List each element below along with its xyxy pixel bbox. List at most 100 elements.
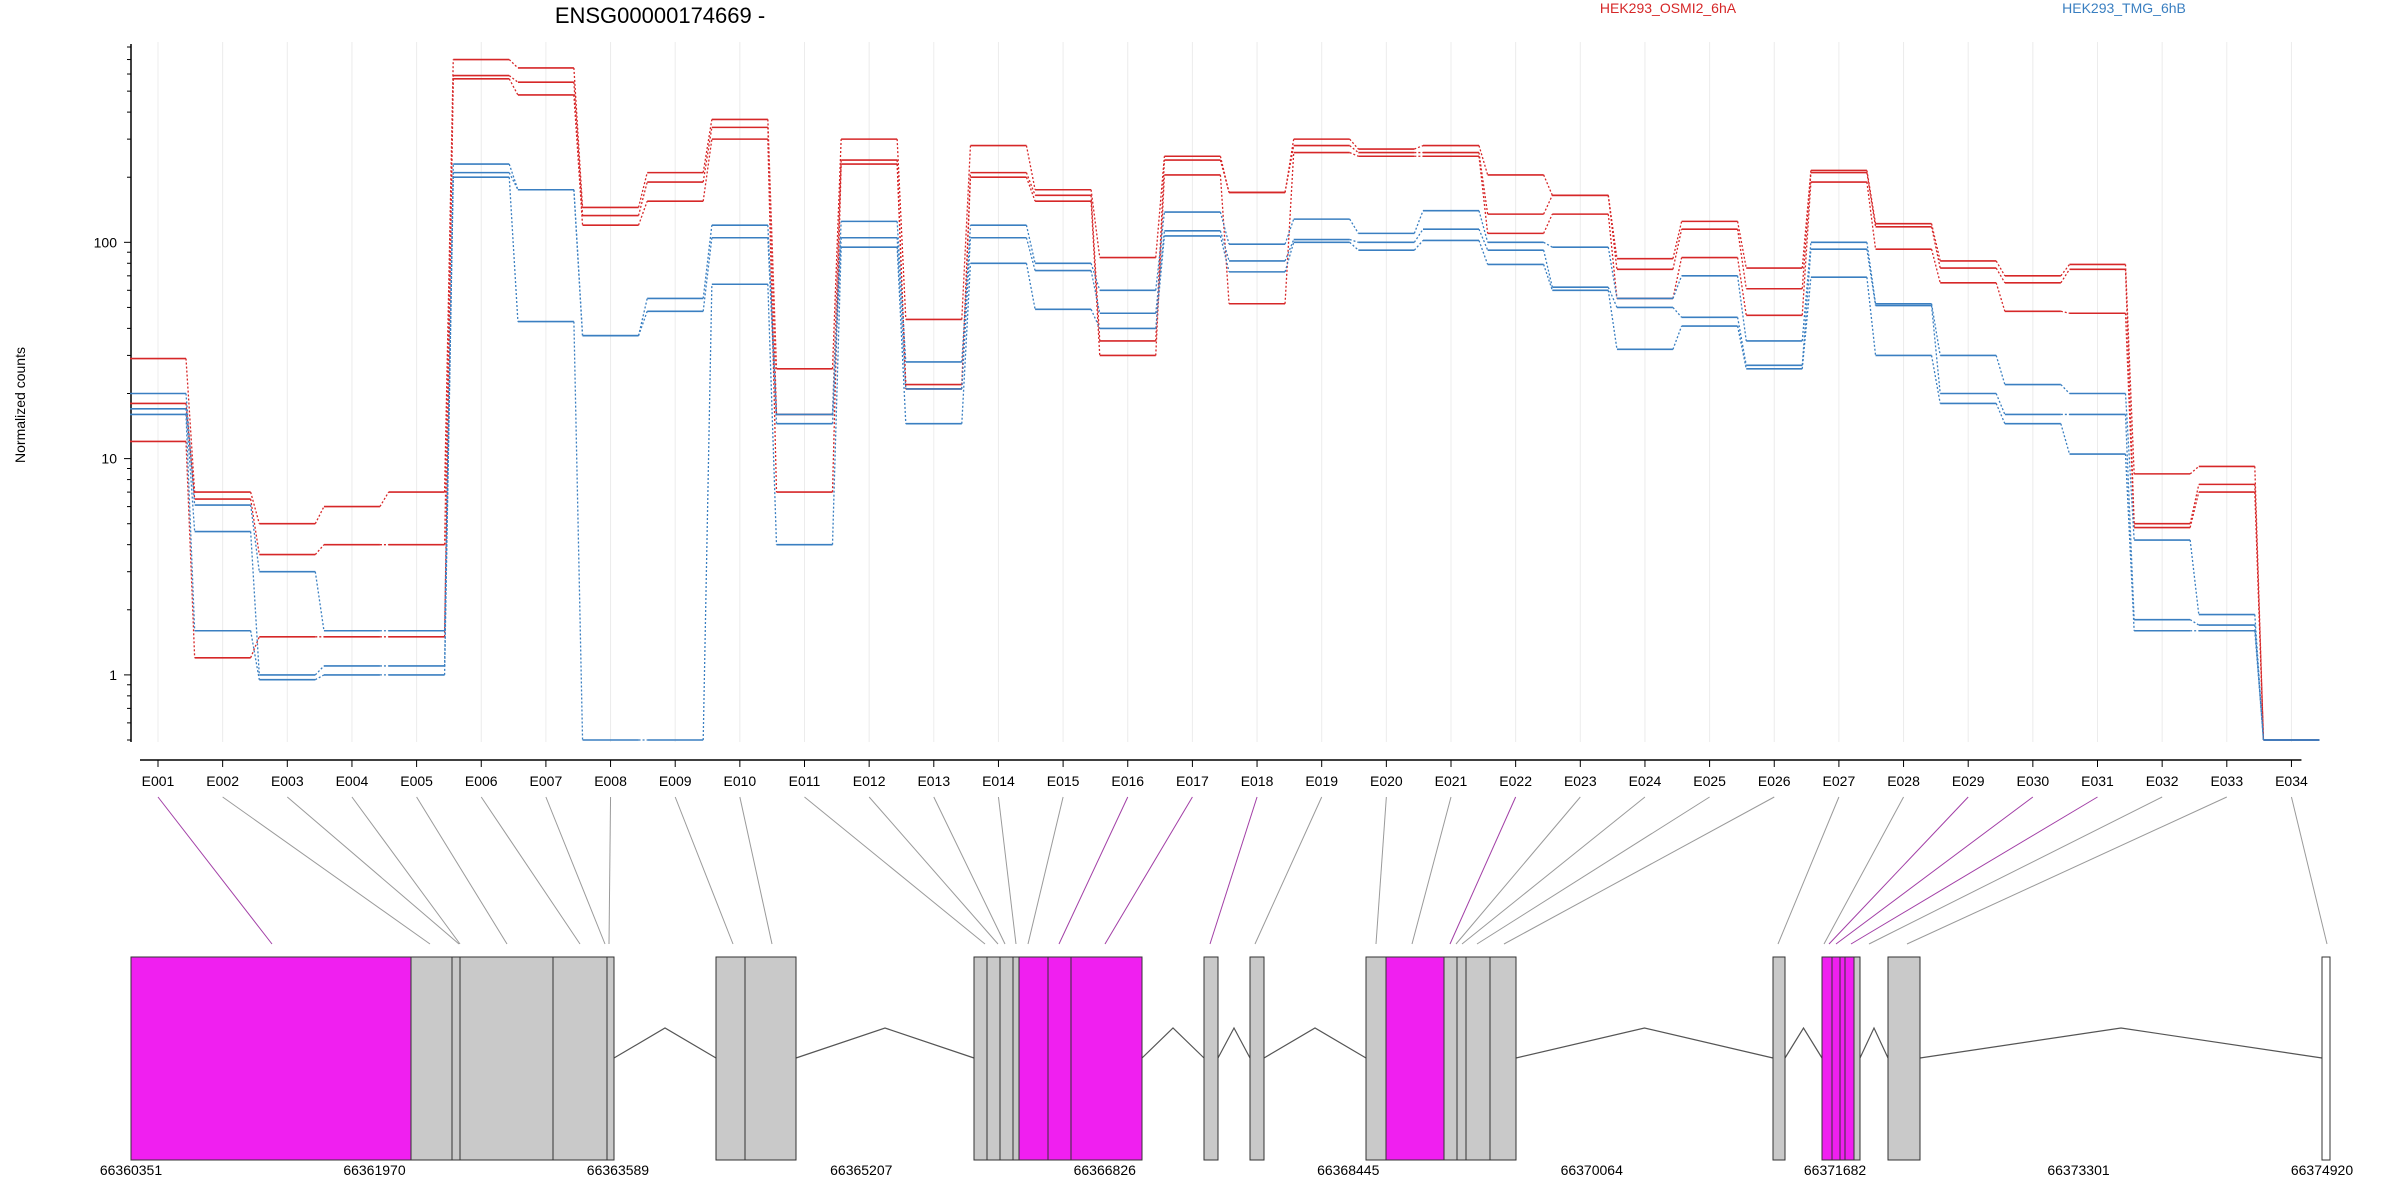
x-tick-label: E001 [142,773,175,789]
series-connector [961,177,972,389]
series-connector [1543,195,1553,215]
series-connector [573,67,584,208]
intron-line [1919,1027,2323,1059]
exon-connector [351,796,461,945]
series-connector [1025,263,1036,310]
series-connector [1995,282,2006,312]
exon-block [1465,956,1491,1161]
series-connector [702,139,713,202]
series-connector [1866,181,1877,250]
y-tick-label: 1 [109,667,117,683]
intron-line [1515,1027,1774,1059]
series-connector [1672,257,1683,299]
series-connector [702,225,713,299]
coordinate-label: 66360351 [100,1162,163,1178]
series-group [130,176,2320,741]
x-tick-label: E034 [2275,773,2308,789]
exon-block [1203,956,1219,1161]
series-connector [767,237,778,424]
x-tick-label: E032 [2146,773,2179,789]
exon-block-highlighted [1821,956,1855,1161]
series-connector [250,498,260,555]
exon-block [552,956,608,1161]
coordinate-label: 66374920 [2291,1162,2354,1178]
series-connector [314,544,325,556]
series-connector [508,177,519,322]
x-tick-label: E023 [1564,773,1597,789]
exon-block [973,956,988,1161]
series-connector [573,321,584,741]
exon-connector [545,796,606,945]
series-connector [573,189,584,336]
series-connector [1090,309,1101,329]
exon-block [2321,956,2331,1161]
series-connector [1543,241,1553,248]
x-tick-label: E025 [1693,773,1726,789]
series-connector [702,127,713,183]
series-connector [1349,145,1359,154]
series-connector [767,139,778,493]
series-connector [1219,235,1230,273]
series-connector [637,172,648,208]
x-tick-label: E029 [1952,773,1985,789]
y-tick-label: 100 [94,234,118,250]
series-connector [1672,229,1683,270]
y-axis-label: Normalized counts [12,347,28,463]
series-connector [2189,465,2200,475]
plot-area: 1 10 100 E001 E002 E003 E004 E005 E006 E007 E008 E0… [94,42,2320,789]
exon-connector [1503,796,1775,945]
series-connector [1349,238,1359,243]
exon-connector [416,796,508,945]
series-connector [637,311,648,336]
series-connector [1543,213,1553,234]
series-connector [2189,491,2200,528]
series-connector [508,78,519,96]
chart-title: ENSG00000174669 - [555,3,765,28]
series-connector [1219,230,1230,262]
series-connector [1155,156,1166,258]
series-connector [637,200,648,226]
series-connector [896,221,907,362]
exon-connector [1254,796,1323,945]
exon-connector [1868,796,2163,945]
series-connector [1736,275,1747,342]
exon-block [1489,956,1517,1161]
series-connector [185,408,196,532]
series-connector [1543,174,1553,196]
series-connector [1478,210,1489,243]
intron-line [1859,1026,1889,1059]
intron-line [1141,1027,1205,1059]
series-group [130,58,2320,741]
series-connector [508,172,519,191]
series-connector [1672,307,1683,318]
series-connector [1090,201,1101,356]
series-connector [1866,249,1877,306]
exon-connector [1828,796,1969,945]
exon-block-highlighted [1385,956,1445,1161]
series-connector [508,163,519,190]
series-connector [2124,393,2135,541]
exon-block [999,956,1014,1161]
series-connector [1219,159,1230,193]
exon-connector [1835,796,2034,945]
exon-connector [1027,796,1064,945]
series-connector [1930,305,1941,394]
series-connector [1607,247,1618,299]
series-connector [2060,310,2070,314]
coordinate-label: 66373301 [2047,1162,2110,1178]
series-connector [1090,189,1101,258]
series-connector [1155,174,1166,356]
series-connector [1866,170,1877,224]
series-connector [896,164,907,389]
x-tick-label: E019 [1305,773,1338,789]
x-tick-label: E026 [1758,773,1791,789]
exon-connector [997,796,1017,945]
series-group [130,171,2320,741]
series-connector [1672,325,1683,350]
exon-connector [1449,796,1517,945]
exon-connector [1455,796,1581,945]
exon-block [1853,956,1861,1161]
x-tick-label: E022 [1499,773,1532,789]
series-connector [2124,264,2135,474]
